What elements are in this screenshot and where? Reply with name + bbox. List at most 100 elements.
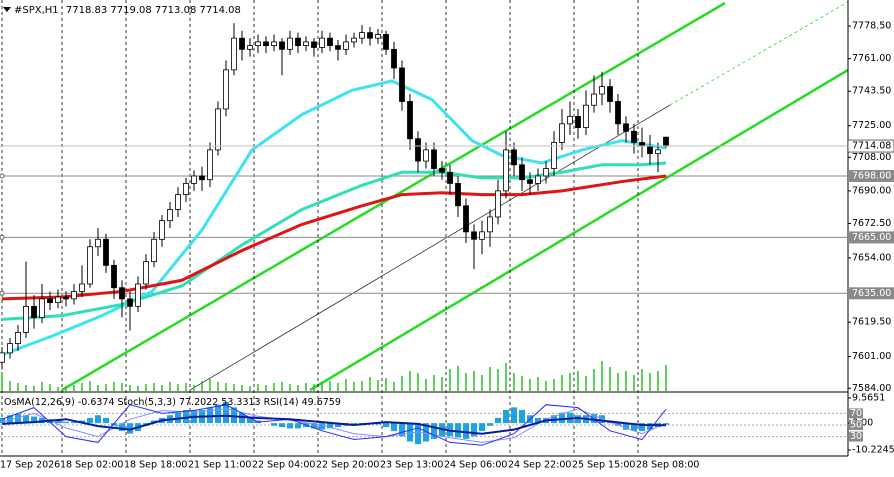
osma-bar xyxy=(615,423,621,426)
osma-bar xyxy=(623,423,629,430)
candle-body xyxy=(327,37,333,47)
osma-bar xyxy=(383,423,389,428)
candle-body xyxy=(439,168,445,173)
candle-body xyxy=(295,37,301,47)
level-label: 7698.00 xyxy=(852,170,891,181)
osma-bar xyxy=(215,404,221,424)
x-tick-label: 17 Sep 2026 xyxy=(0,460,60,471)
level-label: 7635.00 xyxy=(852,288,891,299)
level-label-box xyxy=(848,287,894,300)
candle-body xyxy=(391,48,397,69)
level-label-box xyxy=(848,231,894,244)
x-tick-label: 22 Sep 04:00 xyxy=(252,460,315,471)
candle-body xyxy=(399,67,405,102)
candle-body xyxy=(111,264,117,289)
osma-bar xyxy=(399,423,405,437)
osma-bar xyxy=(7,415,13,424)
oscillator-header: OsMA(12,26,9) -0.6374 Stoch(5,3,3) 77.20… xyxy=(4,397,341,408)
level-label: 7665.00 xyxy=(852,232,891,243)
candle-body xyxy=(319,37,325,48)
level-anchor xyxy=(0,290,5,296)
y-tick-label: 7778.50 xyxy=(852,21,891,32)
osma-bar xyxy=(231,407,237,424)
osma-bar xyxy=(647,423,653,430)
candle-body xyxy=(535,175,541,184)
osma-bar xyxy=(591,413,597,424)
osma-bar xyxy=(479,423,485,432)
level-anchor xyxy=(0,234,5,240)
level-label-box xyxy=(848,169,894,182)
candle-body xyxy=(15,332,21,344)
candle-body xyxy=(551,142,557,169)
candle-body xyxy=(143,261,149,285)
candle-body xyxy=(127,298,133,307)
candle-body xyxy=(31,305,37,318)
osma-bar xyxy=(295,423,301,429)
osc-level-label: 30 xyxy=(850,431,862,442)
collapse-arrow[interactable] xyxy=(3,7,11,12)
candle-body xyxy=(567,115,573,125)
osma-bar xyxy=(391,423,397,432)
candle-body xyxy=(559,123,565,143)
x-tick-label: 22 Sep 20:00 xyxy=(316,460,379,471)
candle-body xyxy=(407,101,413,140)
osma-bar xyxy=(247,417,253,424)
osma-bar xyxy=(279,423,285,428)
osma-bar xyxy=(639,423,645,432)
y-tick-label: 7743.50 xyxy=(852,86,891,97)
osma-bar xyxy=(183,409,189,424)
osma-bar xyxy=(0,417,5,424)
candle-body xyxy=(287,37,293,50)
osma-bar xyxy=(63,421,69,424)
x-tick-label: 24 Sep 06:00 xyxy=(444,460,507,471)
candle-body xyxy=(431,149,437,169)
osc-level-box xyxy=(849,420,863,430)
osma-bar xyxy=(311,423,317,429)
candle-body xyxy=(647,145,653,155)
x-tick-label: 21 Sep 11:00 xyxy=(188,460,251,471)
osma-bar xyxy=(663,423,669,425)
candle-body xyxy=(359,32,365,39)
y-tick-label: 7761.00 xyxy=(852,53,891,64)
osma-bar xyxy=(335,423,341,428)
osc-level-label: 70 xyxy=(850,408,862,419)
osma-bar xyxy=(487,423,493,426)
candle-body xyxy=(583,104,589,128)
rsi-line xyxy=(1,414,667,435)
candle-body xyxy=(199,175,205,181)
candle-body xyxy=(63,296,69,300)
y-tick-label: 7672.50 xyxy=(852,218,891,229)
y-tick-label: 7619.50 xyxy=(852,317,891,328)
candle-body xyxy=(487,216,493,233)
candle-body xyxy=(151,238,157,263)
candle-body xyxy=(39,298,45,318)
candle-body xyxy=(447,171,453,184)
candle-body xyxy=(95,238,101,248)
osma-bar xyxy=(471,423,477,437)
stoch-main xyxy=(1,404,667,446)
channel-middle xyxy=(189,104,671,391)
osma-bar xyxy=(15,413,21,424)
candle-body xyxy=(263,41,269,47)
candle-body xyxy=(615,101,621,125)
candle-body xyxy=(511,149,517,166)
osc-level-label: 50 xyxy=(850,420,862,431)
y-tick-label: 7690.00 xyxy=(852,185,891,196)
candle-body xyxy=(71,291,77,300)
candle-body xyxy=(631,130,637,143)
candle-body xyxy=(495,190,501,218)
y-tick-label: 7601.00 xyxy=(852,351,891,362)
y-tick-label: 7584.00 xyxy=(852,383,891,394)
osma-bar xyxy=(535,417,541,424)
candle-body xyxy=(527,179,533,184)
osma-bar xyxy=(559,412,565,424)
osma-bar xyxy=(207,407,213,424)
candle-body xyxy=(79,283,85,292)
osma-bar xyxy=(327,423,333,429)
candle-body xyxy=(279,41,285,50)
candle-body xyxy=(191,175,197,184)
x-tick-label: 18 Sep 02:00 xyxy=(60,460,123,471)
candle-body xyxy=(7,343,13,354)
osma-bar xyxy=(71,421,77,424)
